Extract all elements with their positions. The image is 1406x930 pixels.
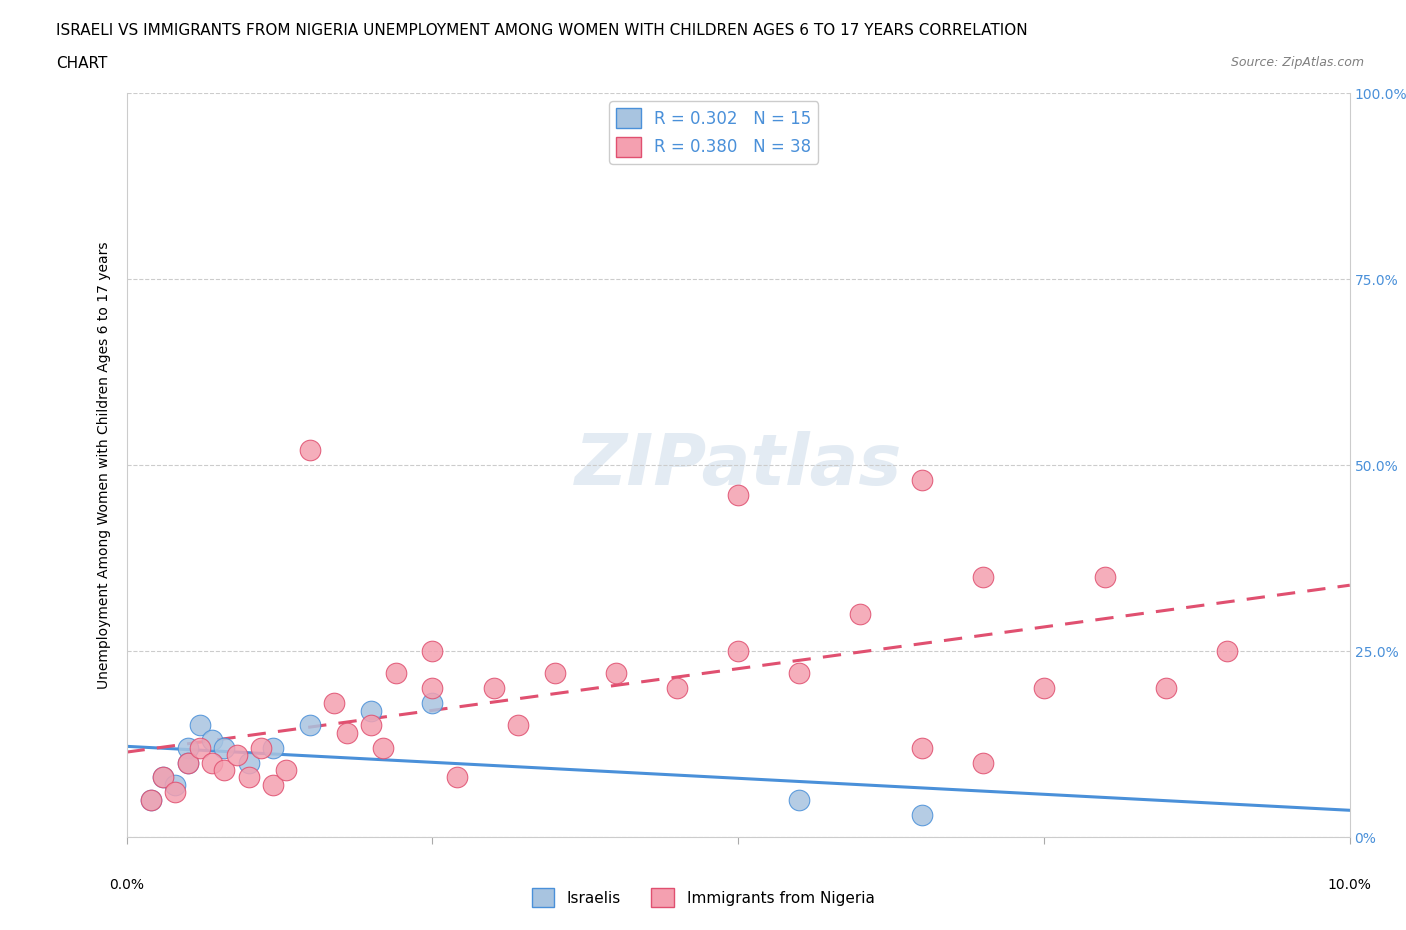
Point [911, 472, 934, 487]
Point [422, 696, 444, 711]
Point [727, 644, 749, 658]
Point [214, 740, 236, 755]
Point [250, 740, 273, 755]
Point [299, 718, 322, 733]
Point [911, 740, 934, 755]
Point [422, 644, 444, 658]
Point [177, 740, 200, 755]
Point [336, 725, 359, 740]
Point [373, 740, 395, 755]
Point [482, 681, 505, 696]
Text: Source: ZipAtlas.com: Source: ZipAtlas.com [1230, 56, 1364, 69]
Text: ISRAELI VS IMMIGRANTS FROM NIGERIA UNEMPLOYMENT AMONG WOMEN WITH CHILDREN AGES 6: ISRAELI VS IMMIGRANTS FROM NIGERIA UNEMP… [56, 23, 1028, 38]
Point [789, 666, 811, 681]
Point [201, 733, 224, 748]
Point [384, 666, 406, 681]
Point [1094, 569, 1116, 584]
Legend: Israelis, Immigrants from Nigeria: Israelis, Immigrants from Nigeria [526, 883, 880, 913]
Point [422, 681, 444, 696]
Point [225, 748, 247, 763]
Point [1156, 681, 1178, 696]
Point [666, 681, 689, 696]
Point [789, 792, 811, 807]
Point [849, 606, 872, 621]
Point [177, 755, 200, 770]
Point [238, 755, 260, 770]
Point [152, 770, 174, 785]
Point [274, 763, 297, 777]
Point [165, 777, 187, 792]
Point [299, 443, 322, 458]
Point [201, 755, 224, 770]
Point [360, 703, 382, 718]
Point [727, 487, 749, 502]
Text: CHART: CHART [56, 56, 108, 71]
Text: 10.0%: 10.0% [1327, 878, 1372, 892]
Point [1033, 681, 1056, 696]
Point [972, 569, 994, 584]
Point [1216, 644, 1239, 658]
Point [152, 770, 174, 785]
Point [139, 792, 162, 807]
Point [262, 740, 284, 755]
Point [165, 785, 187, 800]
Point [605, 666, 627, 681]
Point [506, 718, 529, 733]
Point [188, 718, 211, 733]
Point [139, 792, 162, 807]
Point [177, 755, 200, 770]
Point [214, 763, 236, 777]
Point [360, 718, 382, 733]
Point [544, 666, 567, 681]
Y-axis label: Unemployment Among Women with Children Ages 6 to 17 years: Unemployment Among Women with Children A… [97, 241, 111, 689]
Point [911, 807, 934, 822]
Point [446, 770, 468, 785]
Point [238, 770, 260, 785]
Point [188, 740, 211, 755]
Text: 0.0%: 0.0% [110, 878, 143, 892]
Legend: R = 0.302   N = 15, R = 0.380   N = 38: R = 0.302 N = 15, R = 0.380 N = 38 [609, 101, 818, 164]
Point [972, 755, 994, 770]
Text: ZIPatlas: ZIPatlas [575, 431, 901, 499]
Point [262, 777, 284, 792]
Point [323, 696, 346, 711]
